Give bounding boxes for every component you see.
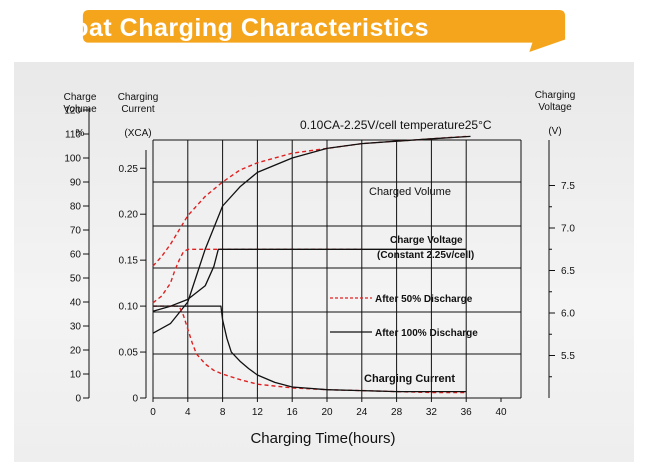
x-tick-label: 32 <box>426 407 438 418</box>
curve-charging-current-after-50 <box>153 305 467 394</box>
volume-tick-label: 10 <box>70 370 82 381</box>
voltage-tick-label: 6.0 <box>561 309 575 320</box>
current-axis-label-2: Current <box>121 104 155 115</box>
page-title: Float Charging Characteristics <box>50 14 429 42</box>
curve-charged-volume-after-50 <box>152 135 467 267</box>
curve-charging-current-after-100 <box>153 305 467 393</box>
volume-tick-label: 30 <box>70 322 82 333</box>
grid-lines <box>152 139 522 399</box>
x-tick-label: 8 <box>220 407 226 418</box>
x-tick-label: 12 <box>252 407 264 418</box>
x-tick-label: 20 <box>321 407 333 418</box>
curve-charged-volume-after-100 <box>152 135 471 334</box>
volume-tick-label: 60 <box>70 250 82 261</box>
current-tick-label: 0.15 <box>119 256 139 267</box>
volume-tick-label: 110 <box>65 130 81 141</box>
current-axis-unit: (XCA) <box>124 128 151 139</box>
legend-label-50: After 50% Discharge <box>375 294 473 305</box>
title-banner <box>82 10 566 52</box>
annotation-charge-voltage-note: (Constant 2.25v/cell) <box>377 250 474 261</box>
voltage-tick-label: 5.5 <box>561 351 575 362</box>
x-tick-label: 16 <box>287 407 299 418</box>
voltage-tick-label: 7.0 <box>561 224 575 235</box>
current-tick-label: 0.05 <box>119 348 139 359</box>
volume-tick-label: 40 <box>70 298 82 309</box>
current-tick-label: 0.10 <box>119 302 139 313</box>
current-tick-label: 0 <box>132 394 138 405</box>
x-tick-label: 4 <box>185 407 191 418</box>
volume-tick-label: 90 <box>70 178 82 189</box>
volume-tick-label: 20 <box>70 346 82 357</box>
volume-tick-label: 50 <box>70 274 82 285</box>
current-axis-label-1: Charging <box>118 92 159 103</box>
voltage-tick-label: 6.5 <box>561 266 575 277</box>
curves <box>152 135 471 394</box>
volume-tick-label: 120 <box>64 106 81 117</box>
x-axis-title: Charging Time(hours) <box>250 430 395 447</box>
axes: 0 4 8 12 16 20 24 28 32 36 40 0 10 20 30 40 50 60 70 80 90 10… <box>64 106 575 419</box>
chart-subtitle: 0.10CA-2.25V/cell temperature25°C <box>300 118 492 132</box>
current-tick-label: 0.20 <box>119 210 139 221</box>
x-tick-label: 28 <box>391 407 403 418</box>
volume-axis-unit: % <box>76 128 85 139</box>
x-tick-label: 0 <box>150 407 156 418</box>
current-tick-label: 0.25 <box>119 164 139 175</box>
volume-tick-label: 70 <box>70 226 82 237</box>
x-tick-label: 36 <box>461 407 473 418</box>
voltage-axis-unit: (V) <box>548 126 561 137</box>
voltage-axis-label-2: Voltage <box>538 102 572 113</box>
voltage-axis-label-1: Charging <box>535 90 576 101</box>
annotation-charging-current: Charging Current <box>364 373 455 385</box>
volume-axis-label-1: Charge <box>64 92 97 103</box>
voltage-tick-label: 7.5 <box>561 181 575 192</box>
annotation-charge-voltage: Charge Voltage <box>390 235 463 246</box>
annotation-charged-volume: Charged Volume <box>369 186 451 198</box>
curve-charge-voltage-after-100 <box>152 248 467 312</box>
volume-axis-label-2: Volume <box>63 104 97 115</box>
legend-label-100: After 100% Discharge <box>375 328 478 339</box>
chart-panel <box>14 62 634 462</box>
x-tick-label: 40 <box>495 407 507 418</box>
x-tick-label: 24 <box>356 407 368 418</box>
volume-tick-label: 0 <box>75 394 81 405</box>
volume-tick-label: 80 <box>70 202 82 213</box>
volume-tick-label: 100 <box>64 154 81 165</box>
banner-shape <box>82 10 566 52</box>
